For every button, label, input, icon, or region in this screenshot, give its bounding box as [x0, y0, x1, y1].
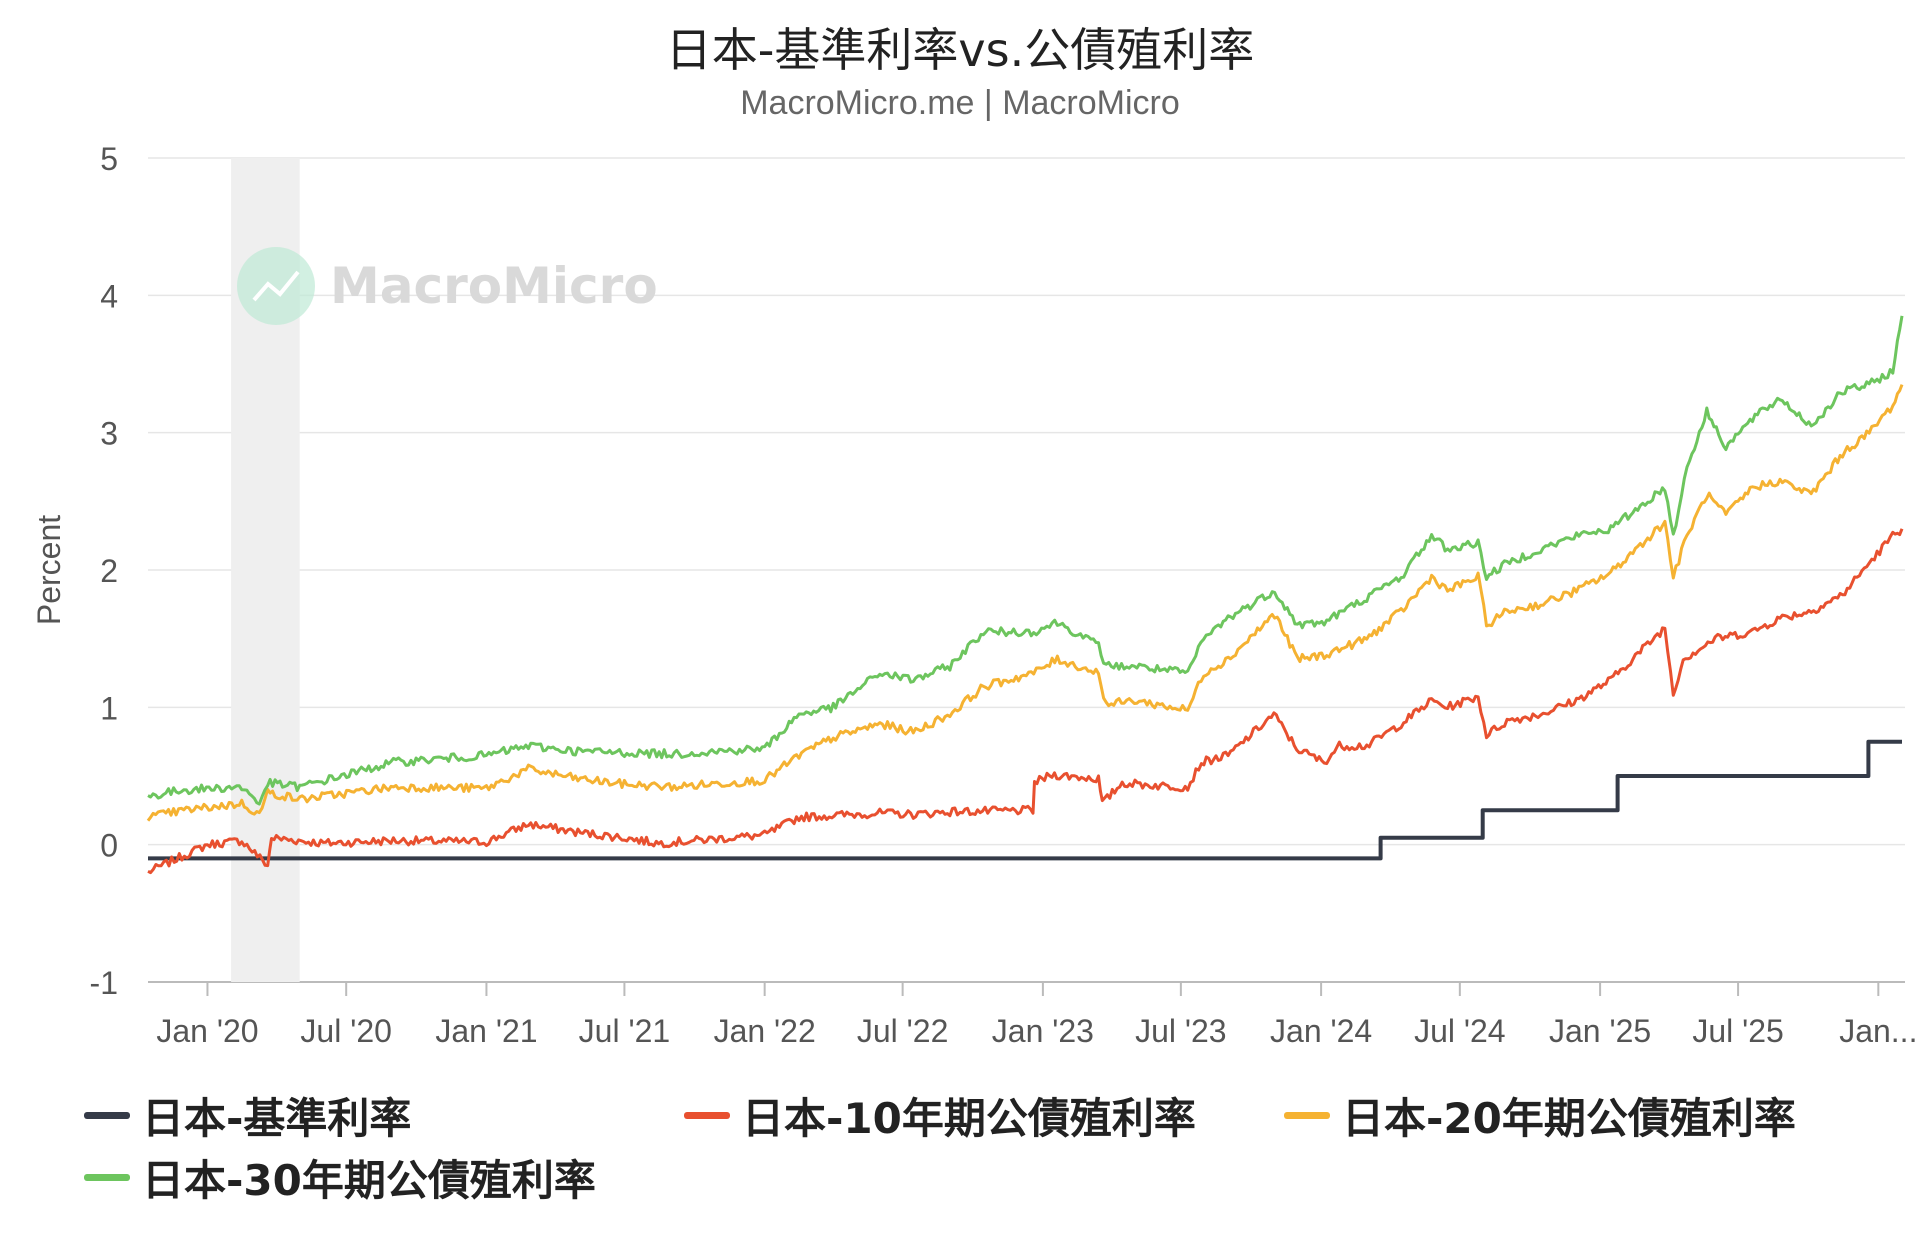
legend-item[interactable]: 日本-20年期公債殖利率	[1284, 1085, 1796, 1146]
series-line-0	[148, 739, 1902, 861]
x-tick-label: Jan '20	[156, 1013, 258, 1049]
x-tick-label: Jan '22	[714, 1013, 816, 1049]
legend-item[interactable]: 日本-30年期公債殖利率	[84, 1147, 596, 1208]
legend-label: 日本-基準利率	[142, 1094, 412, 1143]
chart-subtitle: MacroMicro.me | MacroMicro	[740, 84, 1180, 122]
x-tick-label: Jul '21	[579, 1013, 671, 1049]
x-tick-label: Jan '21	[435, 1013, 537, 1049]
legend-swatch	[84, 1112, 130, 1119]
line-chart: MacroMicro -1 0 1 2 3 4 5 Percent Jan '20 Jul '20…	[31, 141, 1917, 1049]
x-tick-label: Jan '24	[1270, 1013, 1372, 1049]
y-tick-label: 5	[100, 141, 118, 177]
series-layer	[146, 315, 1904, 875]
x-tick-label: Jul '24	[1414, 1013, 1506, 1049]
watermark-text: MacroMicro	[330, 257, 658, 315]
x-tick-label: Jul '22	[857, 1013, 949, 1049]
x-tick-label: Jul '25	[1692, 1013, 1784, 1049]
legend-label: 日本-30年期公債殖利率	[142, 1156, 596, 1205]
legend-item[interactable]: 日本-10年期公債殖利率	[684, 1085, 1196, 1146]
y-tick-label: 0	[100, 828, 118, 864]
y-tick-label: 4	[100, 278, 118, 314]
legend-swatch	[684, 1112, 730, 1119]
legend-swatch	[84, 1174, 130, 1181]
watermark-trend-icon	[252, 270, 300, 302]
y-tick-label: 1	[100, 690, 118, 726]
x-tick-label: Jan...	[1839, 1013, 1917, 1049]
y-axis-label: Percent	[31, 515, 67, 625]
x-tick-label: Jul '20	[300, 1013, 392, 1049]
legend-swatch	[1284, 1112, 1330, 1119]
chart-title: 日本-基準利率vs.公債殖利率	[665, 23, 1255, 77]
legend-item[interactable]: 日本-基準利率	[84, 1085, 411, 1146]
watermark-logo-icon	[237, 247, 315, 325]
x-tick-label: Jan '25	[1549, 1013, 1651, 1049]
legend-label: 日本-10年期公債殖利率	[742, 1094, 1196, 1143]
y-tick-label: -1	[90, 965, 118, 1001]
series-line-2	[146, 384, 1904, 822]
legend-label: 日本-20年期公債殖利率	[1342, 1094, 1796, 1143]
axis-layer: -1 0 1 2 3 4 5 Percent Jan '20 Jul '20 Jan '21 Jul …	[31, 141, 1917, 1049]
x-tick-label: Jan '23	[992, 1013, 1094, 1049]
watermark: MacroMicro	[237, 247, 658, 325]
y-tick-label: 3	[100, 416, 118, 452]
series-line-1	[147, 528, 1904, 875]
series-line-3	[147, 315, 1904, 806]
x-tick-label: Jul '23	[1135, 1013, 1227, 1049]
y-tick-label: 2	[100, 553, 118, 589]
